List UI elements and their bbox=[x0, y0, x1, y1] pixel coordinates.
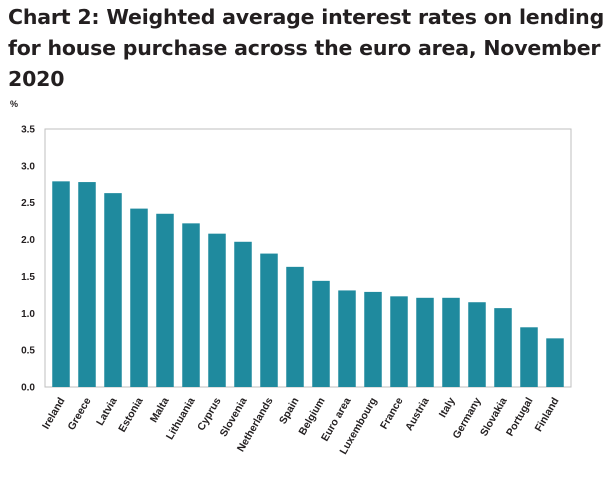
x-category-label: Malta bbox=[148, 395, 172, 424]
x-category-label: Ireland bbox=[40, 396, 68, 432]
bar bbox=[52, 181, 70, 387]
x-category-label: Finland bbox=[533, 396, 562, 434]
bar bbox=[234, 241, 252, 387]
y-tick-label: 2.0 bbox=[21, 235, 35, 246]
bar bbox=[442, 297, 460, 387]
x-category-label: Italy bbox=[437, 395, 458, 419]
bar bbox=[182, 223, 200, 387]
bar bbox=[260, 253, 278, 387]
y-tick-label: 1.5 bbox=[21, 272, 35, 283]
x-category-label: Greece bbox=[65, 395, 93, 432]
bar bbox=[390, 296, 408, 387]
y-tick-label: 2.5 bbox=[21, 198, 35, 209]
chart-title: Chart 2: Weighted average interest rates… bbox=[8, 5, 605, 91]
y-axis-unit-label: % bbox=[10, 99, 18, 109]
bar bbox=[286, 266, 304, 387]
bar bbox=[208, 233, 226, 387]
bar bbox=[364, 291, 382, 387]
bar bbox=[494, 308, 512, 387]
y-tick-label: 0.5 bbox=[21, 346, 35, 357]
x-category-label: Austria bbox=[403, 395, 432, 432]
x-category-label: Cyprus bbox=[195, 395, 224, 432]
bars-group bbox=[52, 181, 564, 387]
y-tick-label: 1.0 bbox=[21, 309, 35, 320]
bar bbox=[338, 290, 356, 387]
bar bbox=[130, 208, 148, 387]
bar bbox=[156, 213, 174, 387]
bar bbox=[546, 338, 564, 387]
y-tick-label: 3.5 bbox=[21, 125, 35, 136]
bar bbox=[104, 193, 122, 387]
bar bbox=[416, 297, 434, 387]
x-category-label: Estonia bbox=[116, 395, 145, 434]
y-tick-label: 0.0 bbox=[21, 383, 35, 394]
x-category-label: Latvia bbox=[94, 395, 120, 427]
bar bbox=[78, 182, 96, 387]
bar bbox=[312, 280, 330, 387]
x-category-label: Spain bbox=[277, 396, 302, 427]
y-axis-ticks: 0.0 0.5 1.0 1.5 2.0 2.5 3.0 3.5 bbox=[21, 125, 35, 394]
bar bbox=[468, 302, 486, 387]
y-tick-label: 3.0 bbox=[21, 161, 35, 172]
bar bbox=[520, 327, 538, 387]
plot-frame bbox=[44, 128, 572, 388]
x-category-label: France bbox=[378, 395, 406, 431]
